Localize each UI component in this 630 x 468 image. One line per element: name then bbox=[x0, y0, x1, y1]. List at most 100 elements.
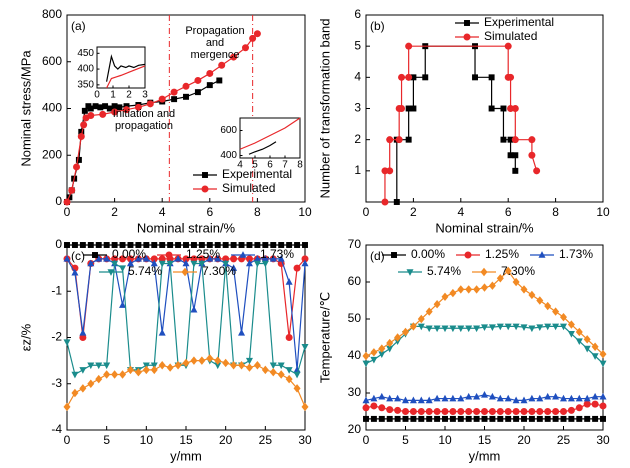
marker bbox=[222, 255, 230, 263]
marker bbox=[216, 77, 223, 84]
x-tick-label: 20 bbox=[517, 433, 531, 447]
marker bbox=[230, 361, 238, 370]
x-tick-label: 30 bbox=[596, 433, 610, 447]
x-tick-label: 0 bbox=[64, 205, 71, 219]
marker bbox=[422, 74, 429, 81]
series-line bbox=[66, 262, 306, 376]
marker bbox=[536, 296, 544, 305]
marker bbox=[398, 105, 406, 112]
marker bbox=[230, 264, 238, 271]
marker bbox=[544, 323, 552, 331]
marker bbox=[71, 242, 78, 248]
marker bbox=[433, 408, 441, 415]
legend-label: Experimental bbox=[484, 15, 554, 29]
marker bbox=[302, 242, 308, 248]
y-tick-label: 0 bbox=[55, 194, 62, 208]
x-tick-label: 4 bbox=[237, 160, 243, 171]
y-tick-label: 600 bbox=[42, 54, 62, 68]
marker bbox=[87, 242, 94, 248]
marker bbox=[79, 334, 87, 341]
marker bbox=[488, 105, 495, 112]
marker bbox=[513, 415, 520, 422]
marker bbox=[71, 268, 79, 276]
marker bbox=[134, 367, 142, 377]
marker bbox=[520, 324, 528, 331]
marker bbox=[481, 415, 488, 422]
marker bbox=[198, 255, 206, 263]
marker bbox=[465, 325, 473, 333]
marker bbox=[536, 324, 544, 331]
marker bbox=[409, 322, 417, 331]
marker bbox=[111, 260, 119, 268]
marker bbox=[214, 356, 222, 365]
marker bbox=[449, 408, 457, 415]
marker bbox=[398, 73, 406, 81]
marker bbox=[214, 255, 222, 262]
marker bbox=[488, 392, 496, 400]
marker bbox=[285, 334, 293, 341]
y-tick-label: 400 bbox=[77, 64, 94, 75]
marker bbox=[198, 260, 206, 268]
marker bbox=[222, 242, 229, 248]
marker bbox=[402, 415, 409, 422]
marker bbox=[402, 327, 409, 337]
marker bbox=[536, 408, 544, 415]
marker bbox=[507, 73, 515, 81]
legend-marker bbox=[165, 251, 173, 259]
marker bbox=[575, 394, 583, 402]
marker bbox=[386, 136, 394, 144]
x-tick-label: 20 bbox=[219, 433, 233, 447]
x-tick-label: 25 bbox=[557, 433, 571, 447]
legend-label: Simulated bbox=[222, 181, 275, 195]
marker bbox=[567, 320, 575, 329]
marker bbox=[286, 242, 293, 248]
marker bbox=[417, 314, 425, 324]
x-tick-label: 10 bbox=[596, 205, 610, 219]
marker bbox=[378, 404, 386, 412]
marker bbox=[151, 242, 158, 248]
marker bbox=[520, 396, 528, 404]
marker bbox=[405, 136, 412, 143]
marker bbox=[402, 408, 409, 415]
marker bbox=[116, 104, 123, 111]
marker bbox=[143, 242, 150, 248]
marker bbox=[363, 415, 369, 422]
legend-marker bbox=[406, 269, 414, 276]
x-tick-label: 10 bbox=[438, 433, 452, 447]
marker bbox=[106, 105, 113, 112]
marker bbox=[293, 371, 301, 379]
marker bbox=[386, 415, 393, 422]
y-tick-label: 2 bbox=[354, 132, 361, 146]
marker bbox=[103, 255, 111, 262]
legend-label: Experimental bbox=[222, 167, 292, 181]
marker bbox=[262, 242, 269, 248]
marker bbox=[71, 371, 79, 379]
marker bbox=[536, 415, 543, 422]
marker bbox=[135, 242, 142, 248]
marker bbox=[528, 408, 536, 415]
marker bbox=[504, 42, 512, 50]
marker bbox=[393, 199, 400, 205]
marker bbox=[370, 348, 378, 357]
x-axis-label: Nominal strain/% bbox=[137, 220, 236, 235]
marker bbox=[249, 34, 257, 42]
legend-marker bbox=[480, 267, 488, 277]
marker bbox=[190, 260, 198, 268]
marker bbox=[560, 408, 567, 415]
marker bbox=[111, 103, 118, 110]
marker bbox=[111, 370, 119, 379]
marker bbox=[417, 408, 425, 415]
y-tick-label: 400 bbox=[220, 150, 237, 161]
marker bbox=[426, 415, 433, 422]
marker bbox=[544, 301, 552, 311]
marker bbox=[63, 339, 71, 346]
marker bbox=[245, 363, 253, 372]
marker bbox=[417, 396, 425, 404]
marker bbox=[238, 329, 246, 336]
marker bbox=[301, 259, 309, 267]
marker bbox=[496, 408, 504, 415]
marker bbox=[528, 394, 536, 402]
marker bbox=[500, 105, 507, 112]
marker bbox=[560, 323, 567, 331]
marker bbox=[504, 408, 512, 415]
